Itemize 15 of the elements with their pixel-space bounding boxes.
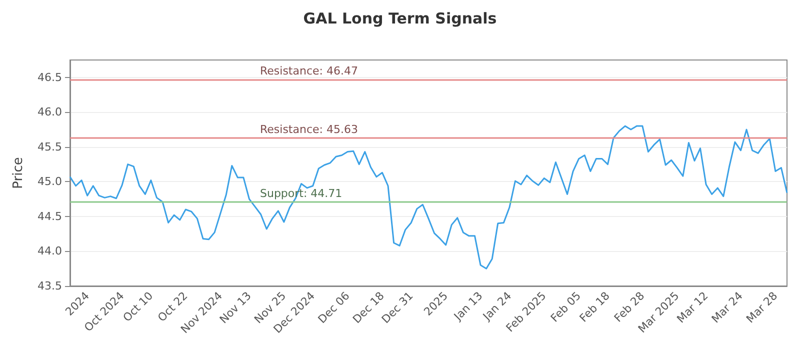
y-tick-label: 45.5 xyxy=(38,140,62,154)
y-tick-label: 44.0 xyxy=(38,244,62,258)
y-tick-label: 45.0 xyxy=(38,175,62,188)
ref-line-label: Resistance: 45.63 xyxy=(260,122,358,136)
y-tick-label: 43.5 xyxy=(38,280,62,292)
y-axis-title: Price xyxy=(11,157,26,189)
chart-title: GAL Long Term Signals xyxy=(303,10,497,28)
y-tick-label: 44.5 xyxy=(38,210,62,223)
x-tick-label: Mar 24 xyxy=(709,289,746,326)
y-tick-label: 46.0 xyxy=(38,106,62,119)
ref-line-label: Resistance: 46.47 xyxy=(260,64,358,78)
y-tick-label: 46.5 xyxy=(38,70,62,84)
x-tick-label: Dec 06 xyxy=(316,289,352,326)
line-series xyxy=(69,125,788,270)
x-tick-label: Mar 28 xyxy=(744,289,780,326)
